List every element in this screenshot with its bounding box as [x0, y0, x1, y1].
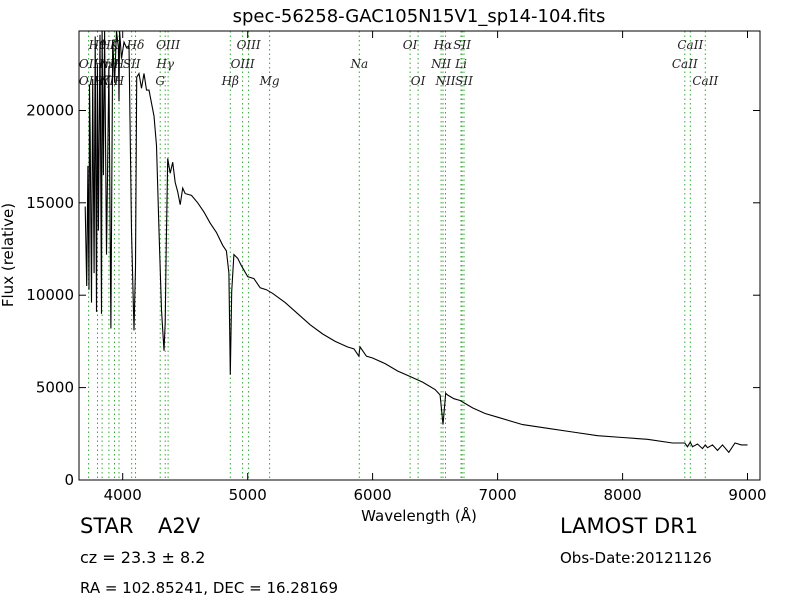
y-axis-ticks: 0 5000 10000 15000 20000 — [26, 102, 760, 489]
y-axis-label: Flux (relative) — [0, 203, 17, 307]
chart-title: spec-56258-GAC105N15V1_sp14-104.fits — [233, 6, 606, 27]
survey-name: LAMOST DR1 — [560, 514, 699, 538]
line-label-19: Li — [454, 57, 467, 71]
y-tick-label-0: 0 — [64, 471, 74, 489]
line-label-29: NII — [435, 74, 456, 88]
line-label-3: K — [109, 38, 120, 52]
x-tick-label-4: 8000 — [604, 486, 642, 504]
line-label-10: CaII — [677, 38, 703, 52]
line-label-26: Hβ — [221, 74, 239, 88]
line-label-25: G — [155, 74, 165, 88]
line-label-4: Hδ — [126, 38, 145, 52]
line-label-27: Mg — [259, 74, 280, 88]
line-label-9: SII — [453, 38, 471, 52]
line-label-28: OI — [411, 74, 426, 88]
observation-date: Obs-Date:20121126 — [560, 549, 712, 567]
line-label-20: CaII — [672, 57, 698, 71]
x-tick-label-5: 9000 — [728, 486, 766, 504]
y-tick-label-3: 15000 — [26, 194, 74, 212]
line-label-30: SII — [455, 74, 473, 88]
x-tick-label-2: 6000 — [354, 486, 392, 504]
x-tick-label-0: 4000 — [104, 486, 142, 504]
redshift-readout: cz = 23.3 ± 8.2 — [80, 548, 206, 567]
line-label-15: Hγ — [155, 57, 174, 71]
y-tick-label-4: 20000 — [26, 102, 74, 120]
x-axis-label: Wavelength (Å) — [361, 506, 477, 525]
line-label-14: SII — [123, 57, 141, 71]
line-label-6: OIII — [237, 38, 261, 52]
object-type: STAR — [80, 514, 134, 538]
line-label-18: NII — [430, 57, 451, 71]
x-axis-ticks: 4000 5000 6000 7000 8000 9000 — [104, 31, 767, 504]
x-tick-label-3: 7000 — [479, 486, 517, 504]
line-label-16: OIII — [231, 57, 255, 71]
plot-frame — [78, 30, 761, 481]
line-label-17: Na — [349, 57, 368, 71]
ra-dec-readout: RA = 102.85241, DEC = 16.28169 — [80, 579, 339, 597]
line-label-11: OII — [79, 57, 99, 71]
line-label-5: OIII — [156, 38, 180, 52]
line-label-8: Hα — [433, 38, 453, 52]
line-label-7: OI — [403, 38, 418, 52]
spectrum-line — [84, 30, 748, 454]
x-tick-label-1: 5000 — [229, 486, 267, 504]
spectral-subclass: A2V — [158, 514, 201, 538]
y-tick-label-2: 10000 — [26, 286, 74, 304]
spectral-line-markers — [88, 31, 706, 480]
y-tick-label-1: 5000 — [36, 379, 74, 397]
line-label-21: OII — [79, 74, 99, 88]
line-label-31: CaII — [692, 74, 718, 88]
